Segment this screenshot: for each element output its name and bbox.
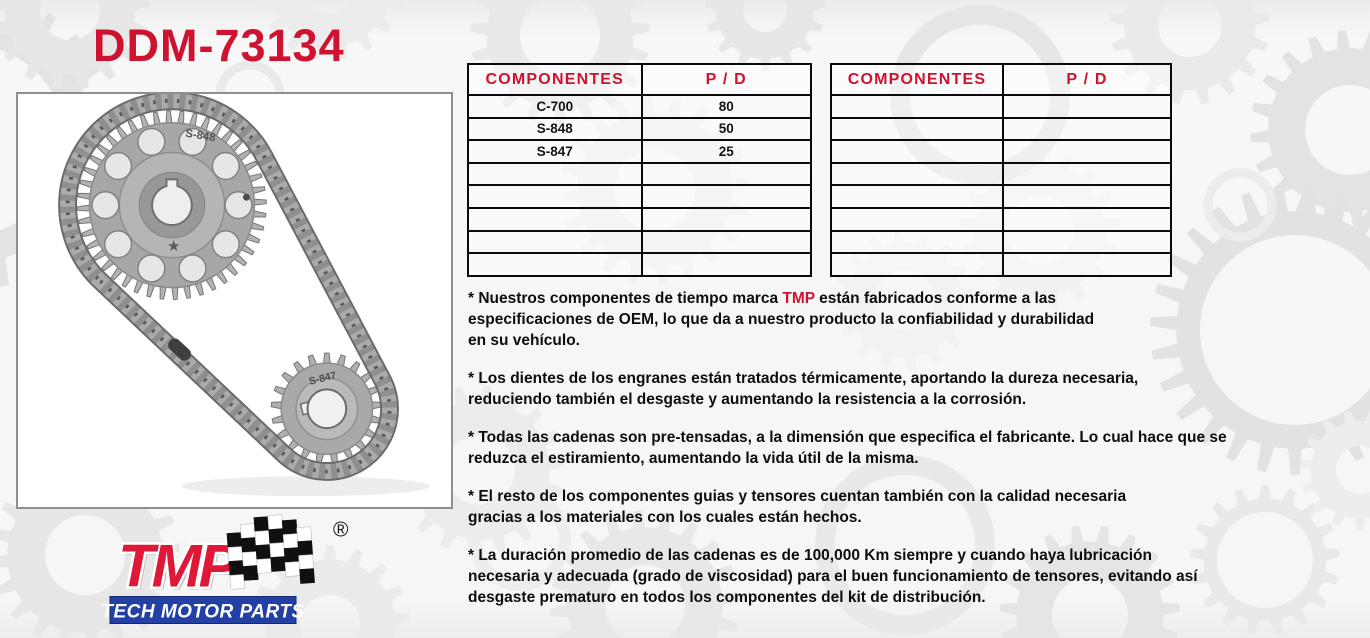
header-componentes: COMPONENTES	[829, 63, 1005, 96]
cell-component	[829, 161, 1005, 187]
part-number-title: DDM-73134	[93, 20, 345, 71]
table-row	[829, 184, 1172, 209]
cell-component	[829, 252, 1005, 277]
brand-logo: TMP TMP ® TECH MOTOR PARTS	[88, 510, 368, 630]
cell-pd	[640, 184, 813, 209]
cell-component	[829, 116, 1005, 142]
cell-pd	[1002, 252, 1172, 277]
cell-pd	[640, 229, 813, 255]
bullet-text: * Nuestros componentes de tiempo marca	[468, 290, 783, 307]
bullet-heat-treated: * Los dientes de los engranes están trat…	[468, 370, 1139, 408]
table-header-row: COMPONENTES P / D	[829, 63, 1172, 96]
header-pd: P / D	[1002, 63, 1172, 96]
cell-component	[829, 94, 1005, 119]
registered-trademark: ®	[333, 519, 349, 542]
cell-pd	[1002, 229, 1172, 255]
product-photo-timing-kit: S-848 ★ S-847	[58, 91, 431, 497]
table-row: S-847 25	[467, 139, 813, 164]
cell-pd	[1002, 139, 1172, 164]
brand-mention: TMP	[782, 290, 815, 307]
bullet-chain-life: * La duración promedio de las cadenas es…	[468, 547, 1198, 606]
cell-component	[467, 252, 643, 277]
cell-pd	[1002, 161, 1172, 187]
header-pd: P / D	[640, 63, 813, 96]
cell-component	[467, 161, 643, 187]
table-row	[467, 184, 813, 209]
cell-component	[829, 184, 1005, 209]
cell-pd	[640, 161, 813, 187]
cell-component: S-848	[467, 116, 643, 142]
table-header-row: COMPONENTES P / D	[467, 63, 813, 96]
tmp-logo: TMP TMP ® TECH MOTOR PARTS	[101, 514, 349, 624]
camshaft-gear-stamp: S-848	[184, 128, 216, 145]
table-row	[467, 252, 813, 277]
cell-component	[829, 229, 1005, 255]
bullet-pretensioned: * Todas las cadenas son pre-tensadas, a …	[468, 429, 1227, 467]
table-row	[829, 206, 1172, 232]
cell-pd	[1002, 116, 1172, 142]
cell-component	[467, 206, 643, 232]
bullet-guides-tensioners: * El resto de los componentes guias y te…	[468, 488, 1127, 526]
table-row	[829, 116, 1172, 142]
table-row	[467, 161, 813, 187]
table-row	[467, 229, 813, 255]
brand-wordmark: TMP	[118, 533, 240, 600]
cell-pd	[1002, 206, 1172, 232]
cell-component: C-700	[467, 94, 643, 119]
cell-pd	[640, 206, 813, 232]
feature-bullets: * Nuestros componentes de tiempo marca T…	[468, 288, 1368, 625]
cell-component	[829, 139, 1005, 164]
table-row	[829, 139, 1172, 164]
table-row	[829, 161, 1172, 187]
components-table-right: COMPONENTES P / D	[829, 63, 1172, 277]
cell-component: S-847	[467, 139, 643, 164]
table-row	[829, 229, 1172, 255]
bullet-oem-spec: * Nuestros componentes de tiempo marca T…	[468, 288, 1368, 351]
table-row	[467, 206, 813, 232]
cell-component	[829, 206, 1005, 232]
tagline-banner	[109, 596, 297, 624]
checkered-flag-icon	[226, 514, 315, 590]
cell-pd: 25	[640, 139, 813, 164]
cell-pd	[1002, 184, 1172, 209]
cell-pd: 80	[640, 94, 813, 119]
cell-component	[467, 229, 643, 255]
cell-pd	[1002, 94, 1172, 119]
table-row	[829, 94, 1172, 119]
cell-pd	[640, 252, 813, 277]
cell-component	[467, 184, 643, 209]
hub-star-stamp-icon: ★	[167, 239, 180, 255]
table-row: S-848 50	[467, 116, 813, 142]
components-table-left: COMPONENTES P / D C-700 80 S-848 50 S-847 2…	[467, 63, 813, 277]
bullet-text: están fabricados conforme a las especifi…	[468, 290, 1095, 349]
cell-pd: 50	[640, 116, 813, 142]
tagline-text: TECH MOTOR PARTS	[101, 602, 304, 623]
table-row	[829, 252, 1172, 277]
brand-wordmark-shadow: TMP	[121, 536, 243, 603]
header-componentes: COMPONENTES	[467, 63, 643, 96]
product-photo-frame: S-848 ★ S-847	[16, 91, 453, 509]
table-row: C-700 80	[467, 94, 813, 119]
